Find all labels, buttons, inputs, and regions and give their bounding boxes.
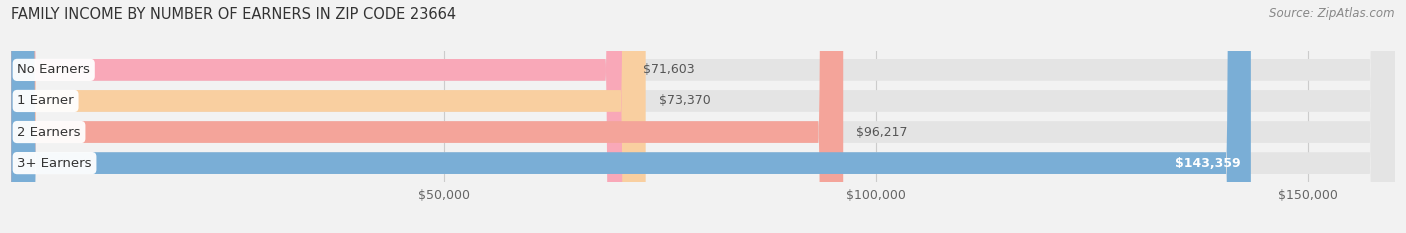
FancyBboxPatch shape [11, 0, 1395, 233]
FancyBboxPatch shape [11, 0, 645, 233]
Text: 3+ Earners: 3+ Earners [17, 157, 91, 170]
FancyBboxPatch shape [11, 0, 1395, 233]
Text: $73,370: $73,370 [658, 94, 710, 107]
FancyBboxPatch shape [11, 0, 844, 233]
Text: Source: ZipAtlas.com: Source: ZipAtlas.com [1270, 7, 1395, 20]
Text: 2 Earners: 2 Earners [17, 126, 80, 139]
FancyBboxPatch shape [11, 0, 1251, 233]
Text: FAMILY INCOME BY NUMBER OF EARNERS IN ZIP CODE 23664: FAMILY INCOME BY NUMBER OF EARNERS IN ZI… [11, 7, 457, 22]
Text: $96,217: $96,217 [856, 126, 908, 139]
Text: $71,603: $71,603 [644, 63, 695, 76]
FancyBboxPatch shape [11, 0, 630, 233]
FancyBboxPatch shape [11, 0, 1395, 233]
Text: 1 Earner: 1 Earner [17, 94, 75, 107]
Text: No Earners: No Earners [17, 63, 90, 76]
Text: $143,359: $143,359 [1175, 157, 1240, 170]
FancyBboxPatch shape [11, 0, 1395, 233]
